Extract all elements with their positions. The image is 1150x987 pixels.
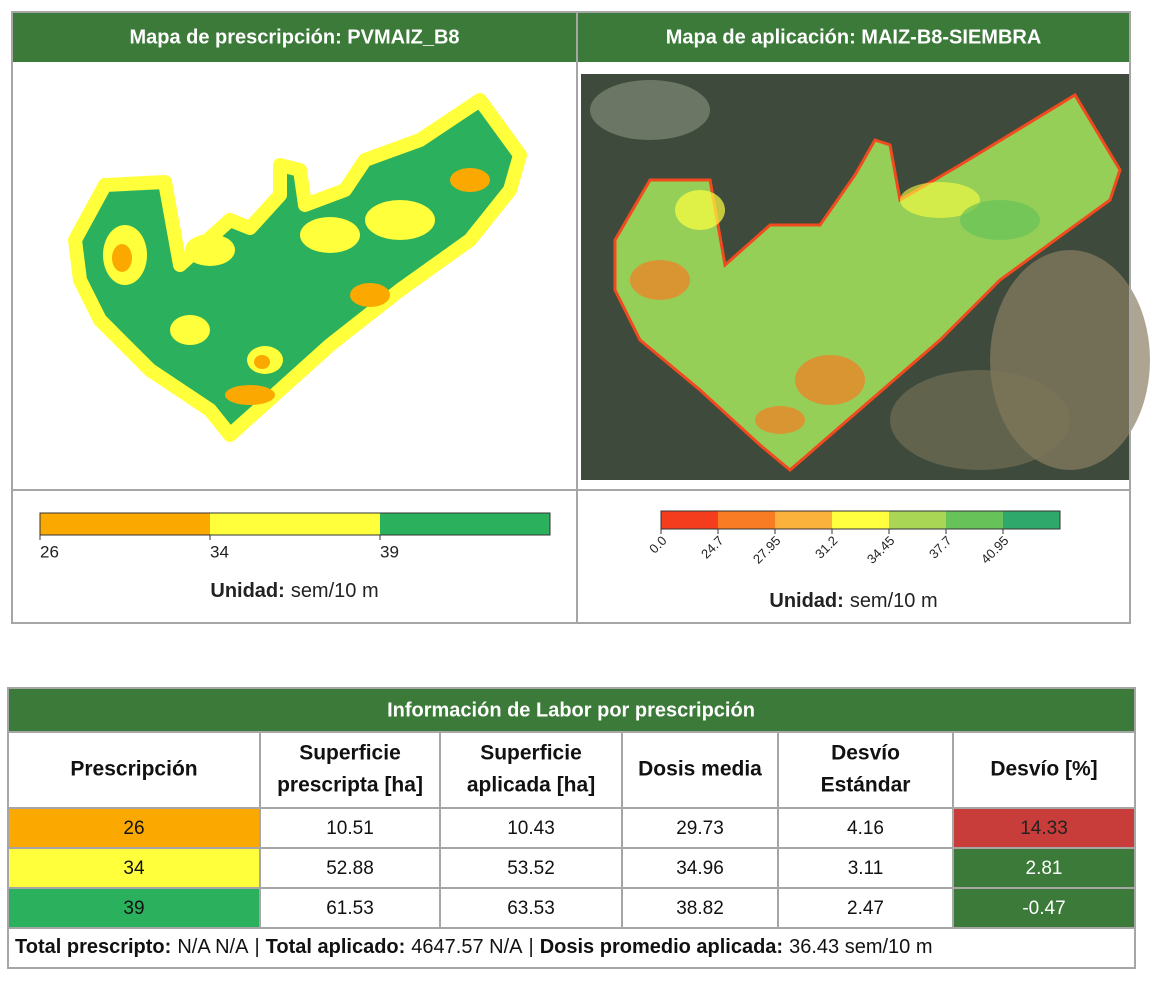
column-header: Superficie (480, 742, 582, 765)
table-cell (260, 848, 440, 888)
cell-text: 38.82 (676, 898, 724, 919)
panel-title: Mapa de prescripción: PVMAIZ_B8 (129, 26, 459, 48)
prescription-map (68, 93, 527, 442)
panel-frame (11, 11, 1131, 624)
cell-text: 61.53 (326, 898, 374, 919)
unit-text: Unidad: sem/10 m (769, 590, 937, 612)
cell-text: -0.47 (1022, 898, 1065, 919)
table-cell (622, 848, 778, 888)
footer-label: Dosis promedio aplicada: (540, 936, 783, 958)
column-header: Prescripción (70, 758, 197, 781)
footer-separator: | (254, 936, 259, 958)
table-cell (440, 848, 622, 888)
cell-text: 53.52 (507, 858, 555, 879)
table-cell (778, 848, 953, 888)
footer-value: 4647.57 N/A (411, 936, 523, 958)
column-header: prescripta [ha] (277, 774, 423, 797)
legend-swatch (832, 511, 889, 529)
table-cell (622, 888, 778, 928)
unit-value: sem/10 m (850, 590, 938, 612)
footer-label: Total aplicado: (266, 936, 406, 958)
legend-swatch (210, 513, 380, 535)
legend-label: 24.7 (698, 533, 727, 562)
cell-text: 63.53 (507, 898, 555, 919)
legend-swatch (40, 513, 210, 535)
cell-text: 14.33 (1020, 818, 1068, 839)
cell-text: 39 (123, 898, 144, 919)
table-cell (8, 808, 260, 848)
footer-value: N/A N/A (177, 936, 249, 958)
legend-label: 37.7 (926, 533, 955, 562)
legend-swatch (1003, 511, 1060, 529)
cell-text: 4.16 (847, 818, 884, 839)
legend-frame (39, 512, 551, 536)
footer-label: Total prescripto: (15, 936, 171, 958)
panel-header (578, 13, 1129, 62)
unit-value: sem/10 m (291, 580, 379, 602)
panel-title: Mapa de aplicación: MAIZ-B8-SIEMBRA (666, 26, 1042, 48)
table-cell (953, 888, 1135, 928)
table-cell (778, 808, 953, 848)
unit-text: Unidad: sem/10 m (210, 580, 378, 602)
cell-text: 34 (123, 858, 145, 879)
legend-swatch (718, 511, 775, 529)
table-footer: Total prescripto: N/A N/A | Total aplicado:… (15, 936, 933, 958)
table-cell (778, 888, 953, 928)
table-cell (440, 888, 622, 928)
legend-label: 34.45 (864, 533, 898, 567)
column-header: Desvío [%] (990, 758, 1097, 781)
table-cell (260, 808, 440, 848)
column-header: Estándar (821, 774, 911, 797)
legend-swatch (775, 511, 832, 529)
legend-label: 40.95 (978, 533, 1012, 567)
table-title: Información de Labor por prescripción (387, 699, 755, 721)
legend-label: 39 (380, 542, 399, 561)
legend-swatch (380, 513, 550, 535)
legend-label: 26 (40, 542, 59, 561)
column-header: aplicada [ha] (467, 774, 595, 797)
table-cell (8, 848, 260, 888)
cell-text: 10.51 (326, 818, 374, 839)
footer-value: 36.43 sem/10 m (789, 936, 932, 958)
cell-text: 2.47 (847, 898, 884, 919)
cell-text: 2.81 (1026, 858, 1063, 879)
cell-text: 3.11 (848, 858, 884, 879)
column-header: Desvío (831, 742, 900, 765)
cell-text: 26 (123, 818, 144, 839)
footer-separator: | (529, 936, 534, 958)
table-cell (260, 888, 440, 928)
table-cell (953, 808, 1135, 848)
table-cell (953, 848, 1135, 888)
legend-label: 0.0 (646, 533, 669, 556)
legend-frame (660, 510, 1061, 530)
column-header: Dosis media (638, 758, 762, 781)
cell-text: 52.88 (326, 858, 374, 879)
unit-label: Unidad: (769, 590, 843, 612)
cell-text: 34.96 (676, 858, 724, 879)
legend-label: 27.95 (750, 533, 784, 567)
legend-label: 34 (210, 542, 229, 561)
table-title-bg (8, 688, 1135, 732)
panel-header (13, 13, 576, 62)
table-cell (440, 808, 622, 848)
application-map (581, 74, 1150, 480)
legend-swatch (946, 511, 1003, 529)
column-header: Superficie (299, 742, 401, 765)
unit-label: Unidad: (210, 580, 284, 602)
cell-text: 29.73 (676, 818, 724, 839)
table-cell (8, 888, 260, 928)
table-cell (622, 808, 778, 848)
legend-swatch (661, 511, 718, 529)
legend-swatch (889, 511, 946, 529)
table-frame (7, 687, 1136, 969)
cell-text: 10.43 (507, 818, 555, 839)
legend-label: 31.2 (812, 533, 841, 562)
